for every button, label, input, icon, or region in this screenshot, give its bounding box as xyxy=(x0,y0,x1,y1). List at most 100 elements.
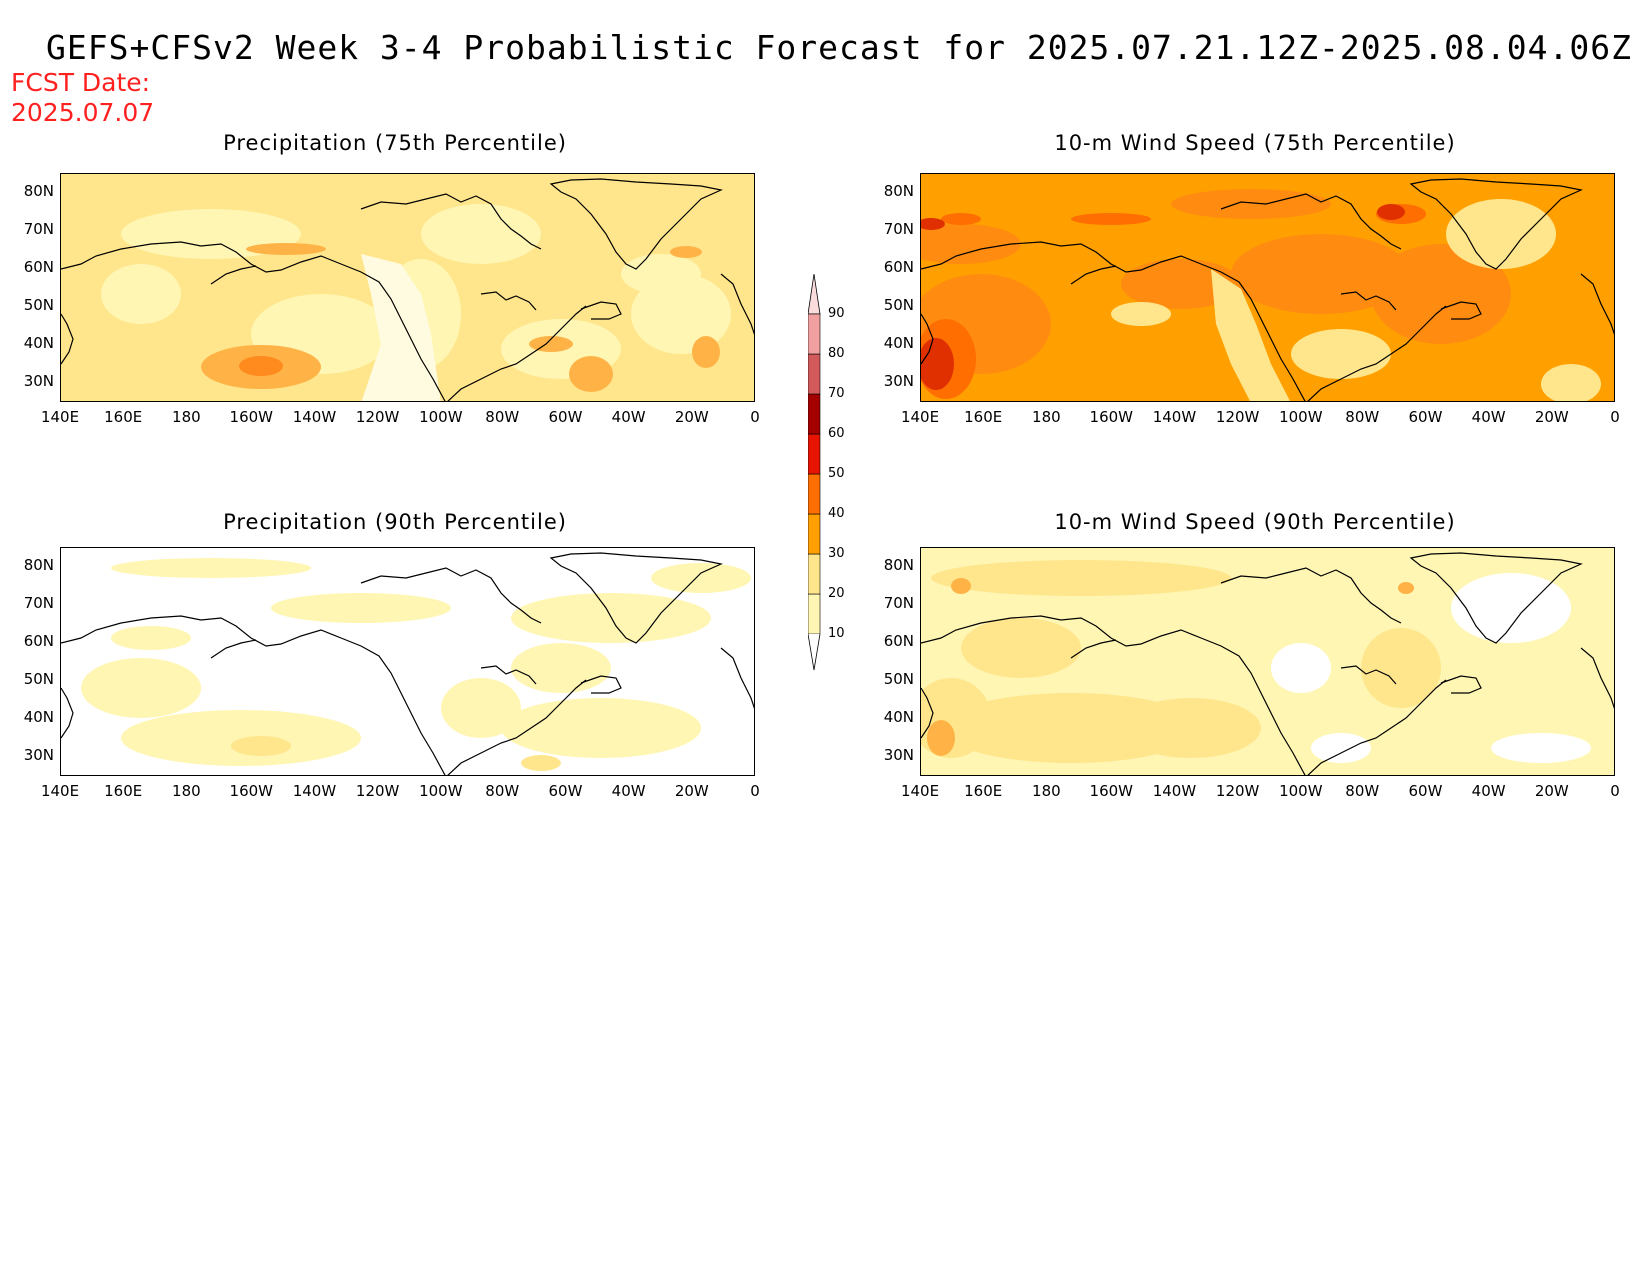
coastline xyxy=(921,615,1306,775)
lat-tick-label: 60N xyxy=(883,258,914,276)
lon-tick-label: 180 xyxy=(1032,408,1061,426)
panel-title-wind-90: 10-m Wind Speed (90th Percentile) xyxy=(1054,510,1456,534)
coastline xyxy=(1580,273,1614,335)
coastline xyxy=(210,639,257,659)
lon-tick-label: 60W xyxy=(1408,408,1443,426)
lon-tick-label: 140E xyxy=(900,408,940,426)
lon-tick-label: 0 xyxy=(1610,408,1620,426)
main-title: GEFS+CFSv2 Week 3-4 Probabilistic Foreca… xyxy=(46,28,1632,67)
colorbar-level-label: 30 xyxy=(828,546,845,561)
lat-tick-label: 70N xyxy=(23,594,54,612)
precip-75-map xyxy=(60,173,755,402)
lon-tick-label: 120W xyxy=(1215,782,1260,800)
coastline xyxy=(360,567,542,624)
lon-tick-label: 40W xyxy=(611,408,646,426)
lon-tick-label: 100W xyxy=(419,782,463,800)
lon-tick-label: 0 xyxy=(750,408,760,426)
lon-tick-label: 0 xyxy=(1610,782,1620,800)
lon-tick-label: 80W xyxy=(1345,408,1380,426)
lon-tick-label: 60W xyxy=(1408,782,1443,800)
coastline xyxy=(360,193,542,250)
lat-tick-label: 40N xyxy=(23,334,54,352)
lon-tick-label: 160W xyxy=(1089,782,1133,800)
lat-tick-label: 70N xyxy=(23,220,54,238)
lon-tick-label: 160E xyxy=(964,782,1003,800)
coastline xyxy=(447,305,587,401)
lat-tick-label: 40N xyxy=(883,334,914,352)
lon-tick-label: 160E xyxy=(964,408,1003,426)
coastline xyxy=(1307,679,1447,775)
lon-tick-label: 180 xyxy=(1032,782,1061,800)
lat-tick-label: 40N xyxy=(23,708,54,726)
lon-tick-label: 60W xyxy=(548,408,583,426)
coastline xyxy=(1409,178,1583,270)
colorbar: 10 20 30 40 50 60 70 80 90 xyxy=(807,272,908,682)
lon-tick-label: 120W xyxy=(1215,408,1260,426)
coastline xyxy=(480,665,537,685)
coastline xyxy=(549,178,723,270)
lon-tick-label: 20W xyxy=(1534,782,1569,800)
lon-tick-label: 0 xyxy=(750,782,760,800)
coastline xyxy=(720,273,754,335)
forecast-date-value: 2025.07.07 xyxy=(11,98,155,127)
lon-tick-label: 100W xyxy=(1279,408,1323,426)
coastline xyxy=(580,675,622,694)
coastline xyxy=(61,615,446,775)
lon-tick-label: 160W xyxy=(1089,408,1133,426)
lon-tick-label: 180 xyxy=(172,408,201,426)
lat-tick-label: 60N xyxy=(23,258,54,276)
lat-tick-label: 80N xyxy=(23,556,54,574)
wind-75-map xyxy=(920,173,1615,402)
lon-tick-label: 120W xyxy=(355,782,400,800)
lat-tick-label: 50N xyxy=(23,296,54,314)
colorbar-level-label: 50 xyxy=(828,466,845,481)
lat-tick-label: 80N xyxy=(883,182,914,200)
lat-tick-label: 50N xyxy=(883,296,914,314)
coastline xyxy=(61,313,74,365)
lon-tick-label: 140E xyxy=(900,782,940,800)
lon-tick-label: 80W xyxy=(485,408,520,426)
lat-tick-label: 30N xyxy=(23,372,54,390)
lon-tick-label: 80W xyxy=(1345,782,1380,800)
lon-tick-label: 100W xyxy=(1279,782,1323,800)
lat-tick-label: 80N xyxy=(883,556,914,574)
lat-tick-label: 60N xyxy=(23,632,54,650)
coastline xyxy=(210,265,257,285)
lat-tick-label: 40N xyxy=(883,708,914,726)
lon-tick-label: 40W xyxy=(1471,782,1506,800)
lon-tick-label: 120W xyxy=(355,408,400,426)
panel-title-precip-90: Precipitation (90th Percentile) xyxy=(223,510,567,534)
colorbar-level-label: 10 xyxy=(828,626,845,641)
panel-title-wind-75: 10-m Wind Speed (75th Percentile) xyxy=(1054,131,1456,155)
lon-tick-label: 160W xyxy=(229,782,273,800)
coastline xyxy=(549,552,723,644)
colorbar-graphic xyxy=(807,273,821,671)
coastline xyxy=(1409,552,1583,644)
colorbar-swatch xyxy=(807,313,821,355)
precip-90-map xyxy=(60,547,755,776)
coastline xyxy=(1307,305,1447,401)
lat-tick-label: 70N xyxy=(883,220,914,238)
coastline xyxy=(1440,675,1482,694)
lon-tick-label: 160W xyxy=(229,408,273,426)
coastline xyxy=(720,647,754,709)
lon-tick-label: 160E xyxy=(104,782,143,800)
lon-tick-label: 180 xyxy=(172,782,201,800)
panel-title-precip-75: Precipitation (75th Percentile) xyxy=(223,131,567,155)
lon-tick-label: 20W xyxy=(674,408,709,426)
forecast-date: FCST Date: 2025.07.07 xyxy=(11,68,154,128)
colorbar-level-label: 80 xyxy=(828,346,845,361)
shaded-field xyxy=(921,548,1614,775)
colorbar-level-label: 60 xyxy=(828,426,845,441)
lat-tick-label: 50N xyxy=(23,670,54,688)
colorbar-level-label: 90 xyxy=(828,306,845,321)
wind-90-map xyxy=(920,547,1615,776)
lon-tick-label: 140E xyxy=(40,408,80,426)
colorbar-swatch xyxy=(807,473,821,515)
coastline xyxy=(921,687,934,739)
shaded-field xyxy=(61,548,754,775)
lat-tick-label: 30N xyxy=(23,746,54,764)
coastline xyxy=(61,687,74,739)
colorbar-swatch xyxy=(807,513,821,555)
coastline xyxy=(1340,291,1397,311)
